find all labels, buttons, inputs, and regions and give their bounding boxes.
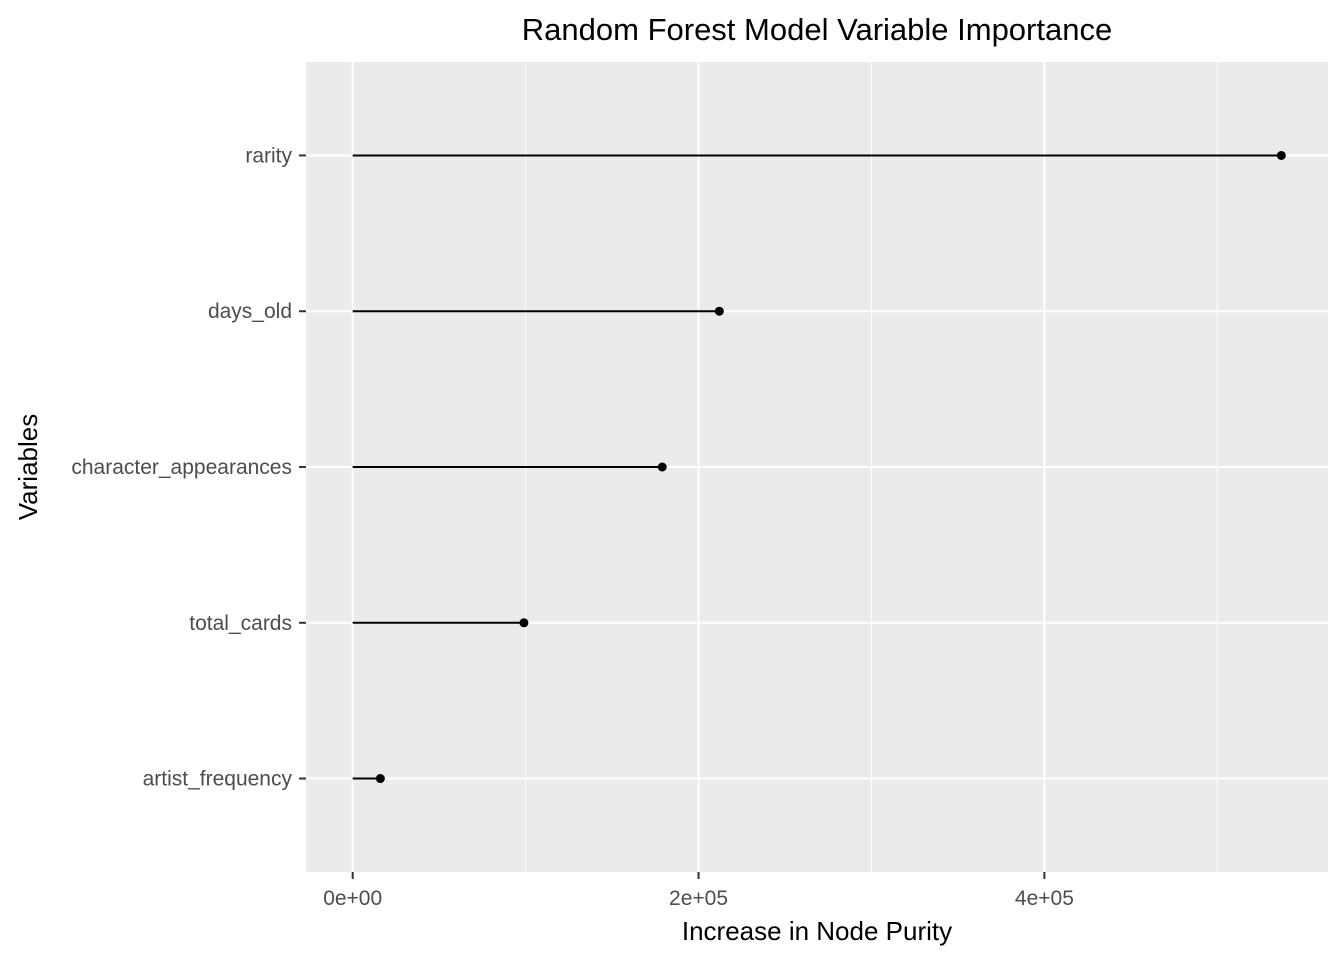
x-axis-title: Increase in Node Purity bbox=[682, 916, 952, 946]
axes: rarity days_old character_appearancestotal… bbox=[71, 144, 1074, 910]
data-marks bbox=[352, 150, 1286, 784]
x-tick-label: 0e+00 bbox=[323, 887, 382, 910]
lollipop-point-character_appearances bbox=[657, 462, 667, 472]
lollipop-point-artist_frequency bbox=[375, 774, 385, 784]
chart-title: Random Forest Model Variable Importance bbox=[522, 12, 1112, 47]
lollipop-point-total_cards bbox=[519, 618, 529, 628]
x-tick-label: 4e+05 bbox=[1015, 887, 1074, 910]
lollipop-point-days_old bbox=[714, 306, 724, 316]
y-tick-label-artist_frequency: artist_frequency bbox=[143, 768, 293, 791]
x-tick-label: 2e+05 bbox=[669, 887, 728, 910]
lollipop-point-rarity bbox=[1276, 150, 1286, 160]
y-tick-label-total_cards: total_cards bbox=[189, 612, 292, 635]
y-axis-title: Variables bbox=[13, 414, 43, 520]
y-tick-label-days_old: days_old bbox=[208, 300, 292, 323]
y-tick-label-character_appearances: character_appearances bbox=[71, 456, 292, 479]
y-tick-label-rarity: rarity bbox=[245, 144, 292, 167]
